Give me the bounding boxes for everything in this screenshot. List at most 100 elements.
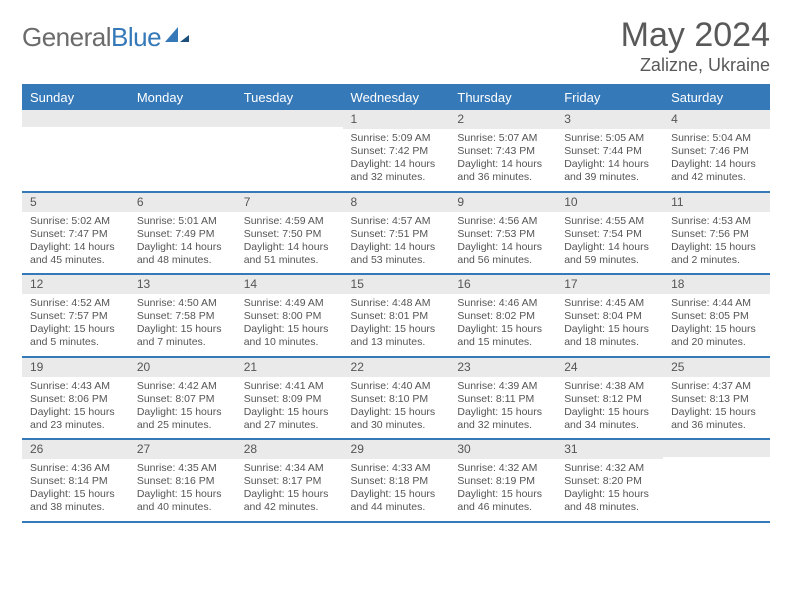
day-number: 14 xyxy=(236,275,343,294)
sunset-text: Sunset: 7:56 PM xyxy=(671,228,764,241)
day-number: 27 xyxy=(129,440,236,459)
calendar-week: 12Sunrise: 4:52 AMSunset: 7:57 PMDayligh… xyxy=(22,274,770,357)
daylight-text: Daylight: 14 hours and 39 minutes. xyxy=(564,158,657,184)
sunset-text: Sunset: 8:01 PM xyxy=(351,310,444,323)
sunset-text: Sunset: 7:46 PM xyxy=(671,145,764,158)
day-number: 4 xyxy=(663,110,770,129)
daylight-text: Daylight: 15 hours and 32 minutes. xyxy=(457,406,550,432)
sunrise-text: Sunrise: 4:46 AM xyxy=(457,297,550,310)
calendar-cell xyxy=(129,110,236,192)
brand-text-1: General xyxy=(22,22,111,52)
daylight-text: Daylight: 15 hours and 13 minutes. xyxy=(351,323,444,349)
calendar-cell: 28Sunrise: 4:34 AMSunset: 8:17 PMDayligh… xyxy=(236,439,343,522)
sunrise-text: Sunrise: 4:34 AM xyxy=(244,462,337,475)
month-title: May 2024 xyxy=(621,16,770,55)
daylight-text: Daylight: 14 hours and 56 minutes. xyxy=(457,241,550,267)
day-number: 1 xyxy=(343,110,450,129)
daylight-text: Daylight: 15 hours and 5 minutes. xyxy=(30,323,123,349)
daylight-text: Daylight: 14 hours and 53 minutes. xyxy=(351,241,444,267)
day-body xyxy=(22,127,129,185)
sunset-text: Sunset: 8:18 PM xyxy=(351,475,444,488)
day-body: Sunrise: 4:32 AMSunset: 8:20 PMDaylight:… xyxy=(556,459,663,521)
day-body: Sunrise: 4:38 AMSunset: 8:12 PMDaylight:… xyxy=(556,377,663,439)
calendar-cell: 27Sunrise: 4:35 AMSunset: 8:16 PMDayligh… xyxy=(129,439,236,522)
calendar-cell: 10Sunrise: 4:55 AMSunset: 7:54 PMDayligh… xyxy=(556,192,663,275)
day-body: Sunrise: 4:39 AMSunset: 8:11 PMDaylight:… xyxy=(449,377,556,439)
sunset-text: Sunset: 8:07 PM xyxy=(137,393,230,406)
calendar-cell: 22Sunrise: 4:40 AMSunset: 8:10 PMDayligh… xyxy=(343,357,450,440)
calendar-cell: 25Sunrise: 4:37 AMSunset: 8:13 PMDayligh… xyxy=(663,357,770,440)
daylight-text: Daylight: 15 hours and 18 minutes. xyxy=(564,323,657,349)
sunrise-text: Sunrise: 4:39 AM xyxy=(457,380,550,393)
daylight-text: Daylight: 15 hours and 23 minutes. xyxy=(30,406,123,432)
calendar-cell: 17Sunrise: 4:45 AMSunset: 8:04 PMDayligh… xyxy=(556,274,663,357)
day-number: 12 xyxy=(22,275,129,294)
day-body: Sunrise: 4:32 AMSunset: 8:19 PMDaylight:… xyxy=(449,459,556,521)
sunset-text: Sunset: 8:11 PM xyxy=(457,393,550,406)
sunrise-text: Sunrise: 4:56 AM xyxy=(457,215,550,228)
sunset-text: Sunset: 8:16 PM xyxy=(137,475,230,488)
day-number: 6 xyxy=(129,193,236,212)
weekday-col: Wednesday xyxy=(343,85,450,110)
brand-text-2: Blue xyxy=(111,22,161,52)
day-body: Sunrise: 4:59 AMSunset: 7:50 PMDaylight:… xyxy=(236,212,343,274)
day-body: Sunrise: 4:37 AMSunset: 8:13 PMDaylight:… xyxy=(663,377,770,439)
day-number: 22 xyxy=(343,358,450,377)
day-number: 19 xyxy=(22,358,129,377)
day-body: Sunrise: 4:34 AMSunset: 8:17 PMDaylight:… xyxy=(236,459,343,521)
calendar-cell: 9Sunrise: 4:56 AMSunset: 7:53 PMDaylight… xyxy=(449,192,556,275)
day-number xyxy=(22,110,129,127)
day-number: 31 xyxy=(556,440,663,459)
sunset-text: Sunset: 8:13 PM xyxy=(671,393,764,406)
daylight-text: Daylight: 14 hours and 36 minutes. xyxy=(457,158,550,184)
sail-icon xyxy=(164,25,190,50)
calendar-cell: 5Sunrise: 5:02 AMSunset: 7:47 PMDaylight… xyxy=(22,192,129,275)
day-body: Sunrise: 4:44 AMSunset: 8:05 PMDaylight:… xyxy=(663,294,770,356)
calendar-cell xyxy=(663,439,770,522)
sunrise-text: Sunrise: 4:49 AM xyxy=(244,297,337,310)
day-body: Sunrise: 4:56 AMSunset: 7:53 PMDaylight:… xyxy=(449,212,556,274)
sunset-text: Sunset: 7:51 PM xyxy=(351,228,444,241)
day-body: Sunrise: 5:01 AMSunset: 7:49 PMDaylight:… xyxy=(129,212,236,274)
day-body: Sunrise: 4:35 AMSunset: 8:16 PMDaylight:… xyxy=(129,459,236,521)
day-body: Sunrise: 4:42 AMSunset: 8:07 PMDaylight:… xyxy=(129,377,236,439)
sunrise-text: Sunrise: 4:52 AM xyxy=(30,297,123,310)
calendar-cell: 6Sunrise: 5:01 AMSunset: 7:49 PMDaylight… xyxy=(129,192,236,275)
day-number: 11 xyxy=(663,193,770,212)
sunset-text: Sunset: 8:17 PM xyxy=(244,475,337,488)
sunrise-text: Sunrise: 4:40 AM xyxy=(351,380,444,393)
calendar-week: 19Sunrise: 4:43 AMSunset: 8:06 PMDayligh… xyxy=(22,357,770,440)
day-body: Sunrise: 4:43 AMSunset: 8:06 PMDaylight:… xyxy=(22,377,129,439)
daylight-text: Daylight: 15 hours and 20 minutes. xyxy=(671,323,764,349)
calendar-cell: 19Sunrise: 4:43 AMSunset: 8:06 PMDayligh… xyxy=(22,357,129,440)
weekday-col: Sunday xyxy=(22,85,129,110)
sunrise-text: Sunrise: 4:53 AM xyxy=(671,215,764,228)
sunrise-text: Sunrise: 4:38 AM xyxy=(564,380,657,393)
calendar-cell xyxy=(236,110,343,192)
calendar-cell: 11Sunrise: 4:53 AMSunset: 7:56 PMDayligh… xyxy=(663,192,770,275)
day-body: Sunrise: 4:41 AMSunset: 8:09 PMDaylight:… xyxy=(236,377,343,439)
daylight-text: Daylight: 15 hours and 48 minutes. xyxy=(564,488,657,514)
daylight-text: Daylight: 15 hours and 15 minutes. xyxy=(457,323,550,349)
day-number: 17 xyxy=(556,275,663,294)
day-body: Sunrise: 4:45 AMSunset: 8:04 PMDaylight:… xyxy=(556,294,663,356)
day-body: Sunrise: 5:07 AMSunset: 7:43 PMDaylight:… xyxy=(449,129,556,191)
day-number: 18 xyxy=(663,275,770,294)
sunrise-text: Sunrise: 5:02 AM xyxy=(30,215,123,228)
sunset-text: Sunset: 7:43 PM xyxy=(457,145,550,158)
sunrise-text: Sunrise: 4:57 AM xyxy=(351,215,444,228)
day-number xyxy=(236,110,343,127)
sunset-text: Sunset: 7:42 PM xyxy=(351,145,444,158)
weekday-col: Tuesday xyxy=(236,85,343,110)
title-block: May 2024 Zalizne, Ukraine xyxy=(621,16,770,76)
daylight-text: Daylight: 14 hours and 51 minutes. xyxy=(244,241,337,267)
calendar-week: 26Sunrise: 4:36 AMSunset: 8:14 PMDayligh… xyxy=(22,439,770,522)
day-number: 21 xyxy=(236,358,343,377)
day-number: 23 xyxy=(449,358,556,377)
sunrise-text: Sunrise: 4:35 AM xyxy=(137,462,230,475)
calendar-cell: 2Sunrise: 5:07 AMSunset: 7:43 PMDaylight… xyxy=(449,110,556,192)
sunset-text: Sunset: 7:57 PM xyxy=(30,310,123,323)
weekday-col: Thursday xyxy=(449,85,556,110)
calendar-cell: 3Sunrise: 5:05 AMSunset: 7:44 PMDaylight… xyxy=(556,110,663,192)
day-body: Sunrise: 5:05 AMSunset: 7:44 PMDaylight:… xyxy=(556,129,663,191)
